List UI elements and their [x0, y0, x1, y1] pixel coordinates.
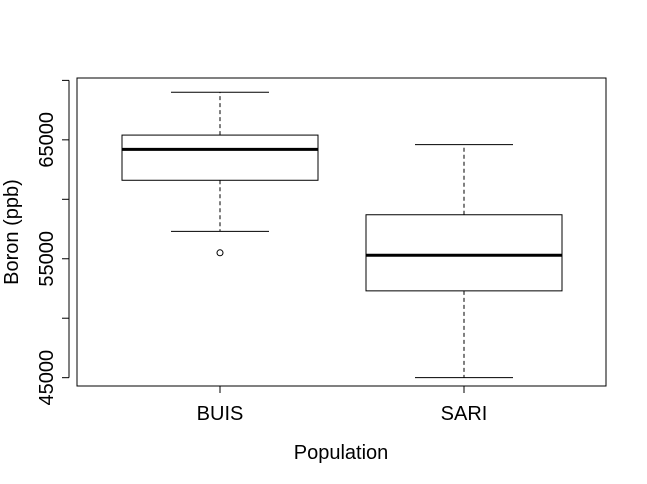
y-axis-label: Boron (ppb): [1, 179, 23, 285]
box-series: [121, 91, 563, 379]
outlier-point: [216, 249, 224, 257]
iqr-box: [365, 214, 563, 292]
x-axis-label: Population: [294, 442, 389, 464]
x-tick-label: SARI: [441, 403, 488, 425]
y-axis: 45000 55000 65000: [36, 79, 70, 406]
iqr-box: [121, 134, 319, 181]
y-tick-label: 65000: [36, 112, 58, 168]
y-tick-label: 55000: [36, 231, 58, 287]
box-group-buis: [121, 91, 319, 257]
box-group-sari: [365, 144, 563, 379]
x-tick-label: BUIS: [197, 403, 244, 425]
plot-frame: [76, 77, 607, 387]
y-tick-label: 45000: [36, 350, 58, 406]
x-axis: BUIS SARI: [197, 386, 488, 425]
